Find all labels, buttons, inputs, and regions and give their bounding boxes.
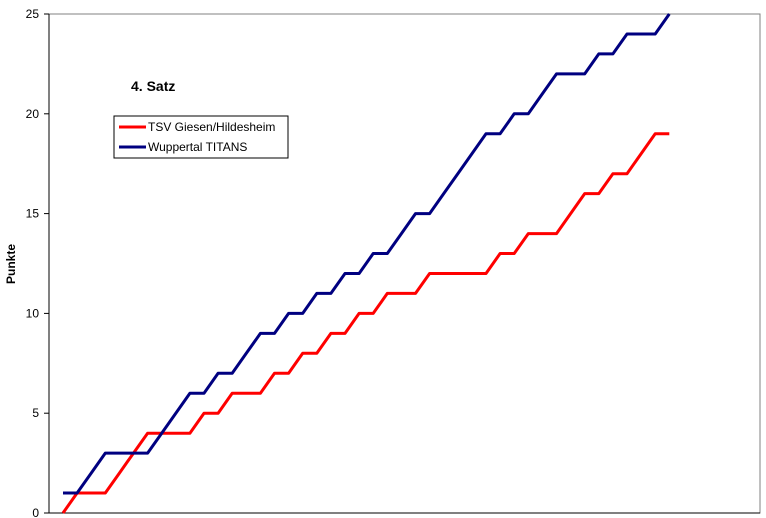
legend-label-wuppertal: Wuppertal TITANS	[148, 140, 247, 154]
y-tick-label: 5	[32, 406, 39, 420]
series-line-1	[63, 13, 671, 495]
y-tick-label: 10	[26, 306, 40, 320]
legend-label-tsv: TSV Giesen/Hildesheim	[148, 120, 275, 134]
y-tick-label: 15	[26, 207, 40, 221]
y-axis-label: Punkte	[4, 244, 18, 284]
y-axis: 0 5 10 15 20 25	[26, 7, 760, 518]
y-tick-label: 20	[26, 107, 40, 121]
y-tick-label: 0	[32, 506, 39, 518]
y-tick-label: 25	[26, 7, 40, 21]
legend: TSV Giesen/Hildesheim Wuppertal TITANS	[113, 115, 289, 159]
series-line-0	[61, 132, 670, 514]
series-layer	[61, 13, 671, 514]
chart-title: 4. Satz	[131, 78, 175, 94]
legend-box	[113, 115, 289, 159]
